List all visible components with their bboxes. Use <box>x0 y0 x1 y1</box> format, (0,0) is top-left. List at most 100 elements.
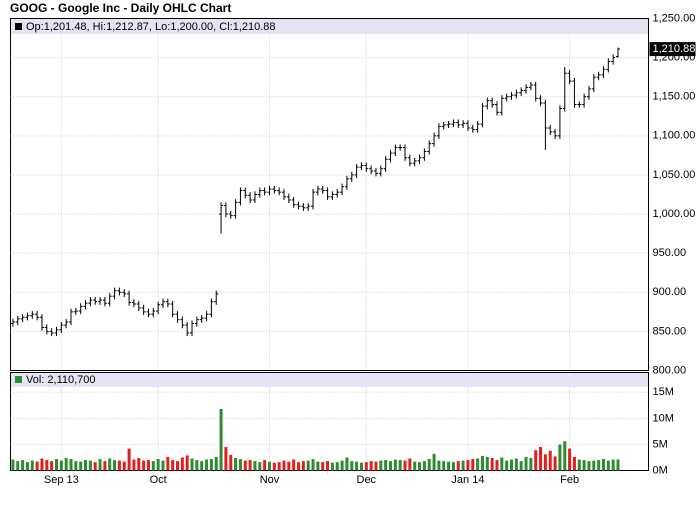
volume-bar <box>161 460 165 471</box>
volume-bar <box>25 462 29 471</box>
volume-bar <box>388 461 392 471</box>
volume-bar <box>142 460 146 471</box>
volume-bar <box>122 461 126 471</box>
volume-bar <box>447 461 451 471</box>
volume-bar <box>248 460 252 471</box>
volume-bar <box>287 461 291 471</box>
volume-bar <box>374 461 378 471</box>
volume-bar <box>253 461 257 471</box>
volume-bar <box>166 456 170 471</box>
volume-bar <box>403 460 407 471</box>
volume-bar <box>74 461 78 471</box>
volume-bar <box>171 460 175 471</box>
volume-bar <box>345 457 349 471</box>
volume-bar <box>490 457 494 471</box>
volume-bar <box>466 460 470 471</box>
volume-bar <box>582 460 586 471</box>
volume-bar <box>306 460 310 471</box>
volume-panel <box>10 372 649 471</box>
volume-bar <box>93 462 97 471</box>
y2-tick-label: 5M <box>653 438 668 450</box>
y2-tick-label: 15M <box>653 386 674 398</box>
y-tick-label: 1,250.00 <box>653 12 696 24</box>
x-tick-label: Sep 13 <box>44 474 79 486</box>
price-panel <box>10 18 649 371</box>
volume-bar <box>597 460 601 471</box>
volume-bar <box>592 460 596 471</box>
volume-bar <box>127 448 131 471</box>
volume-bar <box>297 462 301 471</box>
volume-bar <box>64 457 68 471</box>
y-tick-label: 950.00 <box>653 247 687 259</box>
y2-tick-label: 10M <box>653 412 674 424</box>
volume-bar <box>558 444 562 471</box>
volume-bar <box>103 461 107 471</box>
price-legend: Op:1,201.48, Hi:1,212.87, Lo:1,200.00, C… <box>26 21 276 33</box>
volume-bar <box>316 461 320 471</box>
volume-bar <box>292 459 296 471</box>
volume-bar <box>214 456 218 471</box>
last-price-label: 1,210.88 <box>653 43 696 55</box>
volume-bar <box>190 458 194 471</box>
y-tick-label: 1,100.00 <box>653 130 696 142</box>
volume-bar <box>195 460 199 471</box>
volume-bar <box>54 459 58 471</box>
volume-bar <box>69 459 73 471</box>
volume-bar <box>529 457 533 471</box>
y-tick-label: 800.00 <box>653 364 687 376</box>
volume-bar <box>79 461 83 471</box>
volume-bar <box>267 461 271 471</box>
x-tick-label: Oct <box>150 474 167 486</box>
volume-bar <box>326 461 330 471</box>
volume-bar <box>572 456 576 471</box>
volume-bar <box>340 460 344 471</box>
volume-bar <box>330 462 334 471</box>
volume-bar <box>495 460 499 471</box>
volume-bar <box>117 460 121 471</box>
volume-bar <box>568 448 572 471</box>
volume-bar <box>505 460 509 471</box>
price-legend-swatch <box>15 23 22 30</box>
volume-bar <box>451 462 455 471</box>
volume-bar <box>84 460 88 471</box>
volume-bar <box>437 460 441 471</box>
volume-bar <box>369 461 373 471</box>
y-tick-label: 1,150.00 <box>653 91 696 103</box>
volume-bar <box>30 460 34 471</box>
volume-bar <box>524 456 528 471</box>
volume-bar <box>137 457 141 471</box>
volume-bar <box>514 458 518 471</box>
volume-bar <box>364 462 368 471</box>
volume-bar <box>393 459 397 471</box>
volume-bar <box>519 461 523 471</box>
volume-bar <box>611 459 615 471</box>
y-tick-label: 850.00 <box>653 325 687 337</box>
y-tick-label: 900.00 <box>653 286 687 298</box>
volume-bar <box>224 447 228 471</box>
volume-bar <box>132 459 136 471</box>
volume-bar <box>418 462 422 471</box>
volume-bar <box>243 460 247 471</box>
volume-bar <box>442 461 446 471</box>
volume-bar <box>355 461 359 471</box>
volume-bar <box>16 461 20 471</box>
volume-bar <box>209 459 213 471</box>
volume-bar <box>563 441 567 471</box>
volume-bar <box>59 460 63 471</box>
volume-bar <box>413 461 417 471</box>
volume-bar <box>534 450 538 471</box>
volume-bar <box>601 459 605 471</box>
volume-bar <box>480 455 484 471</box>
volume-bar <box>50 461 54 471</box>
chart-title: GOOG - Google Inc - Daily OHLC Chart <box>10 1 231 15</box>
volume-bar <box>180 457 184 471</box>
volume-bar <box>98 459 102 471</box>
volume-bar <box>476 458 480 471</box>
marks: 1,210.88 <box>10 42 696 471</box>
volume-bar <box>359 462 363 471</box>
volume-bar <box>379 460 383 471</box>
x-tick-label: Jan 14 <box>451 474 484 486</box>
volume-bar <box>350 461 354 471</box>
volume-bar <box>88 460 92 471</box>
